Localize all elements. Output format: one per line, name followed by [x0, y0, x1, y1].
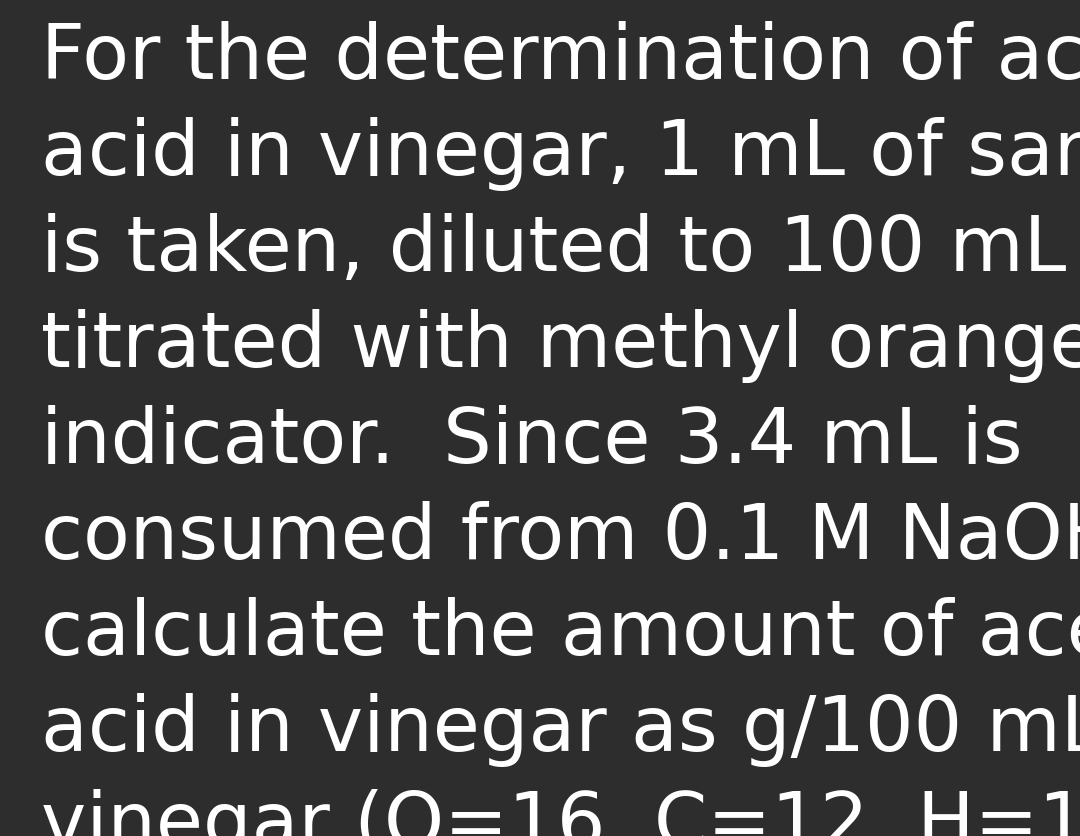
Text: For the determination of acetic
acid in vinegar, 1 mL of sample
is taken, dilute: For the determination of acetic acid in … [41, 21, 1080, 836]
